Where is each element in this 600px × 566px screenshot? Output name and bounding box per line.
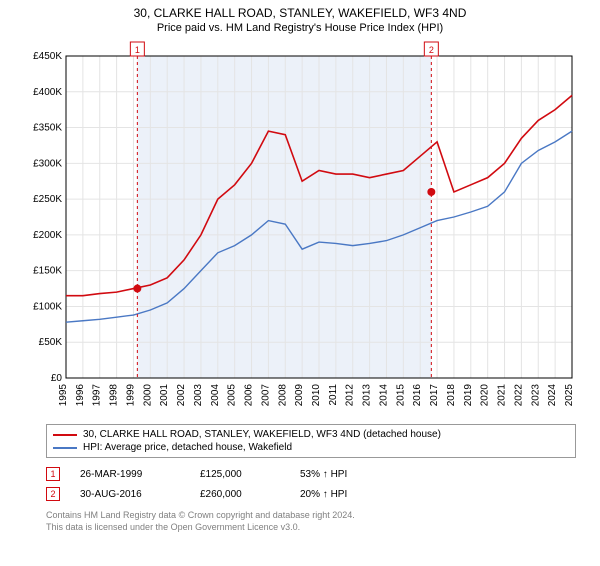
svg-text:2003: 2003 xyxy=(193,384,204,407)
legend-label: HPI: Average price, detached house, Wake… xyxy=(83,442,292,453)
legend-box: 30, CLARKE HALL ROAD, STANLEY, WAKEFIELD… xyxy=(46,424,576,458)
svg-text:2017: 2017 xyxy=(429,384,440,407)
event-row: 1 26-MAR-1999 £125,000 53% ↑ HPI xyxy=(46,464,576,484)
svg-text:2002: 2002 xyxy=(176,384,187,407)
svg-text:2022: 2022 xyxy=(513,384,524,407)
svg-text:£200K: £200K xyxy=(33,230,62,241)
legend-item: HPI: Average price, detached house, Wake… xyxy=(53,441,569,454)
svg-text:1999: 1999 xyxy=(125,384,136,407)
chart-title: 30, CLARKE HALL ROAD, STANLEY, WAKEFIELD… xyxy=(0,6,600,20)
svg-text:2013: 2013 xyxy=(362,384,373,407)
legend-swatch xyxy=(53,434,77,436)
svg-text:£50K: £50K xyxy=(39,337,63,348)
event-diff: 53% ↑ HPI xyxy=(300,469,400,480)
svg-text:1997: 1997 xyxy=(92,384,103,407)
event-badge: 2 xyxy=(46,487,60,501)
svg-text:2025: 2025 xyxy=(564,384,575,407)
chart-subtitle: Price paid vs. HM Land Registry's House … xyxy=(0,22,600,34)
svg-text:£150K: £150K xyxy=(33,266,62,277)
svg-text:£400K: £400K xyxy=(33,87,62,98)
svg-text:2001: 2001 xyxy=(159,384,170,407)
svg-text:2019: 2019 xyxy=(463,384,474,407)
footnote-line: Contains HM Land Registry data © Crown c… xyxy=(46,510,576,522)
footnote: Contains HM Land Registry data © Crown c… xyxy=(46,510,576,533)
legend-label: 30, CLARKE HALL ROAD, STANLEY, WAKEFIELD… xyxy=(83,429,441,440)
svg-text:2008: 2008 xyxy=(277,384,288,407)
svg-text:1998: 1998 xyxy=(109,384,120,407)
svg-text:2004: 2004 xyxy=(210,384,221,407)
svg-text:2024: 2024 xyxy=(547,384,558,407)
svg-text:2021: 2021 xyxy=(497,384,508,407)
svg-text:£0: £0 xyxy=(51,373,63,384)
svg-text:2010: 2010 xyxy=(311,384,322,407)
event-row: 2 30-AUG-2016 £260,000 20% ↑ HPI xyxy=(46,484,576,504)
chart-svg: £0 £50K £100K £150K £200K £250K £300K £350K £400… xyxy=(20,38,580,418)
svg-text:£300K: £300K xyxy=(33,158,62,169)
svg-text:1: 1 xyxy=(135,45,140,55)
svg-text:2005: 2005 xyxy=(227,384,238,407)
svg-text:2015: 2015 xyxy=(395,384,406,407)
svg-text:2007: 2007 xyxy=(260,384,271,407)
svg-text:2020: 2020 xyxy=(480,384,491,407)
event-price: £125,000 xyxy=(200,469,280,480)
svg-text:2000: 2000 xyxy=(142,384,153,407)
svg-text:2016: 2016 xyxy=(412,384,423,407)
svg-text:£100K: £100K xyxy=(33,301,62,312)
event-date: 26-MAR-1999 xyxy=(80,469,180,480)
svg-text:2012: 2012 xyxy=(345,384,356,407)
svg-text:2: 2 xyxy=(429,45,434,55)
svg-text:2006: 2006 xyxy=(244,384,255,407)
event-price: £260,000 xyxy=(200,489,280,500)
svg-text:1995: 1995 xyxy=(58,384,69,407)
svg-text:2023: 2023 xyxy=(530,384,541,407)
event-date: 30-AUG-2016 xyxy=(80,489,180,500)
svg-text:2011: 2011 xyxy=(328,384,339,406)
svg-text:£450K: £450K xyxy=(33,51,62,62)
footnote-line: This data is licensed under the Open Gov… xyxy=(46,522,576,534)
svg-text:2009: 2009 xyxy=(294,384,305,407)
svg-text:1996: 1996 xyxy=(75,384,86,407)
svg-text:2018: 2018 xyxy=(446,384,457,407)
event-list: 1 26-MAR-1999 £125,000 53% ↑ HPI 2 30-AU… xyxy=(46,464,576,504)
legend-swatch xyxy=(53,447,77,449)
price-chart: £0 £50K £100K £150K £200K £250K £300K £350K £400… xyxy=(20,38,580,418)
event-diff: 20% ↑ HPI xyxy=(300,489,400,500)
event-badge: 1 xyxy=(46,467,60,481)
svg-text:£350K: £350K xyxy=(33,123,62,134)
svg-text:2014: 2014 xyxy=(378,384,389,407)
svg-text:£250K: £250K xyxy=(33,194,62,205)
legend-item: 30, CLARKE HALL ROAD, STANLEY, WAKEFIELD… xyxy=(53,428,569,441)
